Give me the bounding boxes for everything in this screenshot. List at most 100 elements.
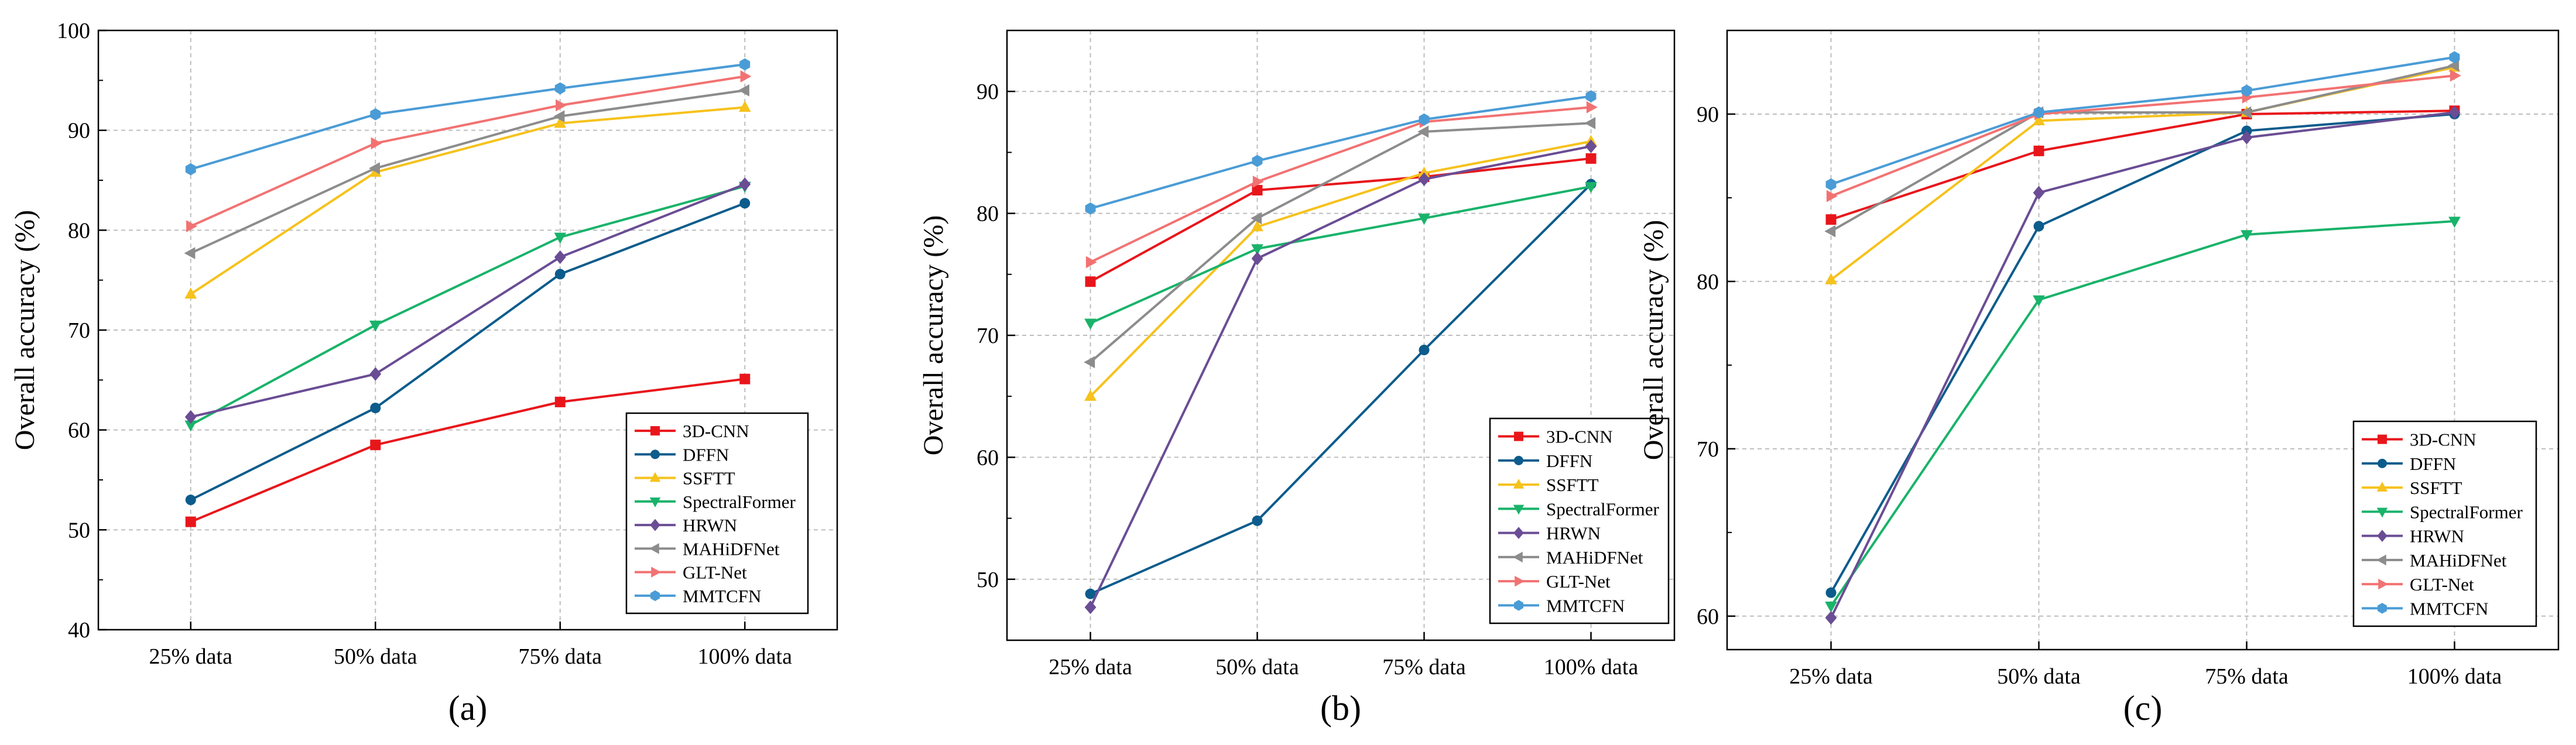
y-tick-label: 80 — [1697, 270, 1719, 294]
legend-marker-ssftt — [1513, 479, 1525, 489]
series-spectralformer — [1084, 182, 1597, 330]
series-glt-net — [1085, 101, 1598, 269]
series-mahidfnet — [1084, 117, 1596, 369]
series-mmtcfn — [185, 58, 751, 176]
series-line-mmtcfn — [190, 63, 745, 171]
series-glt-net — [1826, 69, 2461, 202]
x-tick-label: 25% data — [149, 644, 233, 669]
data-point-hrwn — [2448, 105, 2461, 119]
y-tick-label: 70 — [1697, 437, 1719, 462]
chart-panel-3: 60 70 80 90 25% data 50% data 75% data 100% dat… — [1638, 29, 2560, 727]
series-ssftt — [184, 101, 751, 299]
y-tick-label: 50 — [68, 518, 90, 543]
data-point-mahidfnet — [1824, 225, 1836, 238]
y-tick-label: 50 — [977, 568, 999, 592]
legend-marker-glt-net — [651, 567, 661, 578]
data-point-ssftt — [2033, 114, 2045, 126]
data-point-glt-net — [1586, 101, 1598, 114]
data-point-hrwn — [739, 177, 751, 191]
legend-label-mmtcfn: MMTCFN — [1546, 595, 1625, 616]
data-point-spectralformer — [2448, 217, 2461, 228]
legend-label-mmtcfn: MMTCFN — [2410, 598, 2488, 619]
series-glt-net — [186, 70, 752, 232]
legend-marker-ssftt — [2376, 482, 2388, 492]
series-line-glt-net — [1830, 74, 2455, 197]
series-line-mahidfnet — [1090, 122, 1591, 363]
legend-marker-hrwn — [650, 519, 660, 531]
legend-label-spectralformer: SpectralFormer — [1546, 499, 1660, 519]
data-point-dffn — [1252, 515, 1263, 526]
series-line-mmtcfn — [1090, 95, 1591, 210]
series-line-mahidfnet — [1830, 64, 2455, 232]
series-ssftt — [1825, 60, 2461, 284]
data-point-hrwn — [369, 367, 382, 381]
data-point-spectralformer — [184, 420, 197, 432]
data-point-mahidfnet — [184, 247, 196, 259]
legend-label-glt-net: GLT-Net — [683, 562, 747, 583]
data-point-hrwn — [184, 410, 197, 424]
series-line-hrwn — [1089, 145, 1591, 608]
data-point-mahidfnet — [553, 110, 565, 123]
legend-marker-mahidfnet — [2376, 554, 2386, 566]
legend-label-mmtcfn: MMTCFN — [683, 586, 761, 606]
series-mmtcfn — [1825, 51, 2460, 191]
data-point-mahidfnet — [738, 84, 749, 97]
legend-label-ssftt: SSFTT — [683, 468, 735, 489]
y-tick-label: 80 — [977, 202, 999, 226]
data-point-spectralformer — [1825, 602, 1837, 613]
data-point-mahidfnet — [2448, 59, 2459, 72]
y-tick-label: 90 — [977, 80, 999, 104]
series-line-dffn — [190, 202, 745, 501]
legend-marker-3d-cnn — [650, 426, 660, 436]
legend-marker-mmtcfn — [1514, 600, 1523, 611]
data-point-spectralformer — [1251, 244, 1263, 256]
legend-box — [1489, 417, 1670, 624]
y-axis-label: Overall accuracy (%) — [1638, 220, 1669, 460]
y-tick-label: 90 — [68, 119, 90, 143]
legend-label-mahidfnet: MAHiDFNet — [1546, 547, 1643, 568]
data-point-mmtcfn — [2449, 51, 2460, 64]
data-point-mmtcfn — [1585, 90, 1597, 102]
legend: 3D-CNN DFFN SSFTT SpectralFormer HRWN MAHiDFN… — [2352, 420, 2537, 627]
y-axis-label: Overall accuracy (%) — [918, 215, 949, 455]
data-point-hrwn — [1585, 139, 1597, 153]
legend-marker-mmtcfn — [2378, 603, 2387, 614]
legend-marker-spectralformer — [649, 497, 661, 507]
series-3d-cnn — [185, 373, 751, 527]
legend-label-dffn: DFFN — [2410, 454, 2456, 474]
data-point-dffn — [1419, 345, 1430, 356]
series-line-mahidfnet — [190, 89, 745, 255]
series-mmtcfn — [1085, 90, 1597, 215]
data-point-glt-net — [1085, 256, 1097, 269]
legend-marker-3d-cnn — [1514, 431, 1523, 441]
series-hrwn — [1825, 105, 2461, 625]
data-point-glt-net — [2450, 69, 2461, 82]
legend-label-glt-net: GLT-Net — [1546, 571, 1611, 592]
series-hrwn — [184, 177, 751, 424]
legend-marker-glt-net — [1515, 575, 1525, 587]
legend-marker-mahidfnet — [649, 543, 659, 554]
data-point-mahidfnet — [1251, 212, 1262, 225]
series-line-dffn — [1830, 112, 2455, 593]
data-point-3d-cnn — [370, 440, 381, 451]
data-point-spectralformer — [2241, 230, 2253, 242]
data-point-glt-net — [186, 220, 197, 232]
legend-label-glt-net: GLT-Net — [2410, 574, 2474, 595]
data-point-mahidfnet — [1417, 125, 1429, 138]
series-line-mmtcfn — [1830, 56, 2455, 186]
series-dffn — [185, 198, 751, 506]
legend-box — [2352, 420, 2537, 627]
legend-marker-dffn — [2378, 458, 2387, 468]
data-point-mmtcfn — [739, 58, 751, 71]
data-point-3d-cnn — [554, 396, 566, 407]
legend-marker-spectralformer — [1513, 504, 1525, 515]
x-tick-label: 100% data — [2407, 664, 2502, 689]
data-point-glt-net — [371, 137, 382, 150]
x-tick-label: 50% data — [1215, 655, 1299, 679]
data-point-mmtcfn — [1085, 202, 1096, 215]
data-point-3d-cnn — [1825, 214, 1837, 225]
data-point-mmtcfn — [2241, 84, 2252, 97]
legend-label-3d-cnn: 3D-CNN — [1546, 427, 1613, 447]
data-point-dffn — [1825, 587, 1837, 598]
